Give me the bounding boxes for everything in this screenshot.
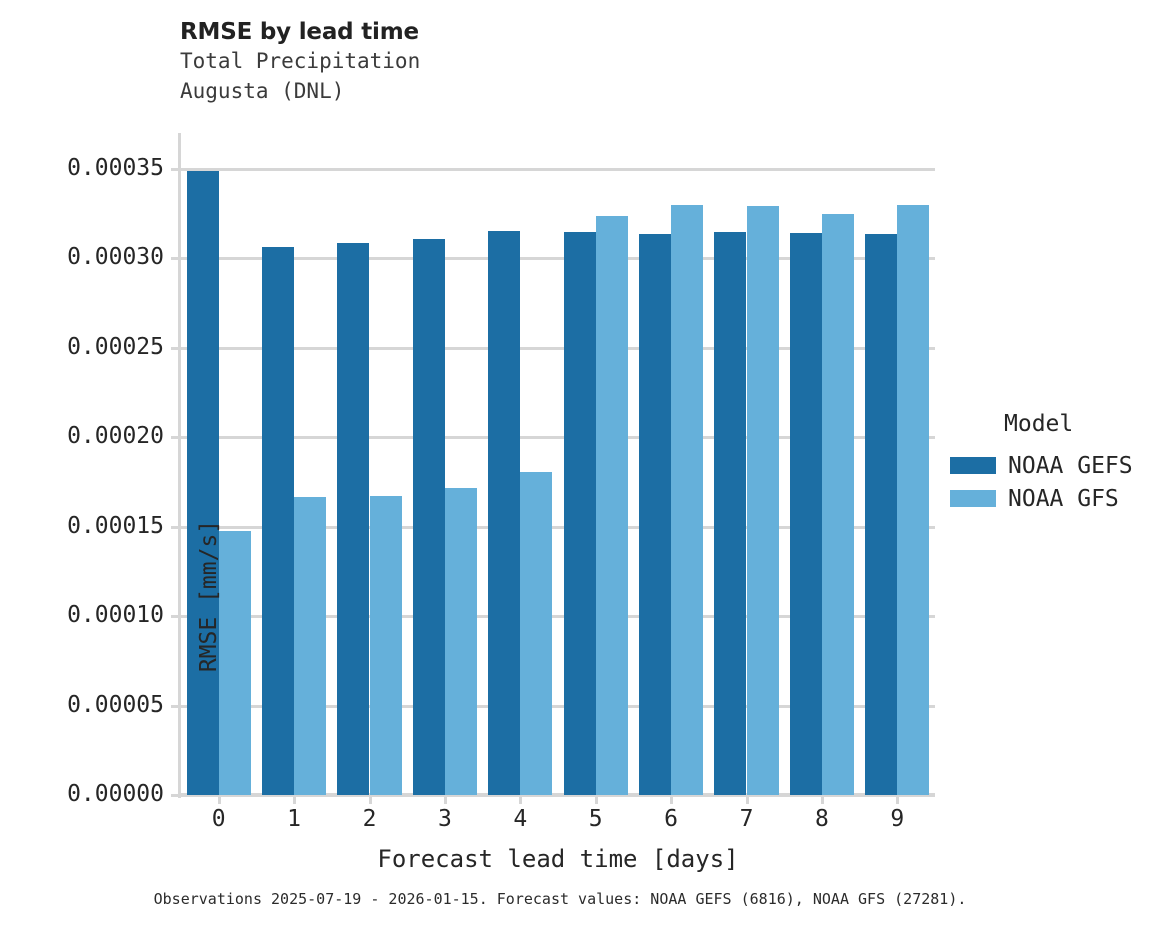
gridline	[181, 346, 935, 350]
legend-item-noaa-gfs[interactable]: NOAA GFS	[950, 482, 1175, 515]
x-axis-tick-mark	[368, 796, 372, 804]
y-axis-tick-mark	[171, 167, 179, 171]
bar-noaa-gfs-lead-4[interactable]	[520, 472, 553, 795]
bar-noaa-gfs-lead-6[interactable]	[671, 204, 704, 795]
x-axis-tick-label: 2	[362, 806, 377, 832]
bar-noaa-gfs-lead-1[interactable]	[294, 497, 327, 795]
x-axis-tick-mark	[293, 796, 297, 804]
legend-swatch-noaa-gefs	[950, 457, 996, 474]
bar-noaa-gfs-lead-7[interactable]	[746, 206, 779, 795]
y-axis-tick-label: 0.00000	[67, 781, 164, 807]
bar-noaa-gefs-lead-8[interactable]	[789, 233, 822, 795]
legend-label-noaa-gfs: NOAA GFS	[1008, 485, 1119, 512]
gridline	[181, 257, 935, 261]
y-axis-title: RMSE [mm/s]	[196, 519, 222, 673]
y-axis-tick-label: 0.00020	[67, 423, 164, 450]
bar-noaa-gfs-lead-3[interactable]	[444, 488, 477, 795]
gridline	[181, 525, 935, 529]
legend-label-noaa-gefs: NOAA GEFS	[1008, 452, 1133, 479]
y-axis-tick-label: 0.00015	[67, 512, 164, 539]
x-axis-tick-label: 5	[588, 806, 603, 832]
x-axis-title: Forecast lead time [days]	[377, 845, 739, 873]
x-axis-tick-mark	[745, 796, 749, 804]
plot-area: RMSE [mm/s]	[181, 133, 935, 797]
bar-noaa-gefs-lead-3[interactable]	[412, 238, 445, 795]
y-axis-spine	[178, 133, 181, 798]
x-axis-tick-mark	[670, 796, 674, 804]
bar-noaa-gefs-lead-2[interactable]	[337, 243, 370, 795]
x-axis-tick-mark	[217, 796, 221, 804]
chart-subtitle-variable: Total Precipitation	[180, 49, 421, 73]
bar-noaa-gfs-lead-5[interactable]	[595, 216, 628, 795]
legend-swatch-noaa-gfs	[950, 490, 996, 507]
y-axis-tick-mark	[171, 704, 179, 708]
x-axis-tick-mark	[820, 796, 824, 804]
x-axis-tick-mark	[519, 796, 523, 804]
y-axis-tick-mark	[171, 346, 179, 350]
bar-noaa-gfs-lead-2[interactable]	[369, 496, 402, 795]
y-axis-tick-mark	[171, 257, 179, 261]
y-axis-tick-mark	[171, 615, 179, 619]
gridline	[181, 436, 935, 440]
y-axis-tick-mark	[171, 525, 179, 529]
legend: Model NOAA GEFS NOAA GFS	[950, 411, 1175, 515]
x-axis-tick-label: 6	[664, 806, 679, 832]
x-axis-tick-label: 1	[287, 806, 302, 832]
gridline	[181, 794, 935, 797]
page-title: RMSE by lead time	[180, 19, 419, 45]
gridline	[181, 167, 935, 171]
bar-noaa-gefs-lead-6[interactable]	[639, 234, 672, 795]
chart-subtitle-location: Augusta (DNL)	[180, 79, 345, 103]
y-axis-tick-label: 0.00035	[67, 154, 164, 181]
x-axis-tick-label: 4	[513, 806, 528, 832]
bar-noaa-gfs-lead-0[interactable]	[218, 530, 251, 795]
x-axis-tick-mark	[443, 796, 447, 804]
y-axis-tick-label: 0.00010	[67, 602, 164, 629]
bar-noaa-gefs-lead-1[interactable]	[262, 246, 295, 795]
y-axis-tick-mark	[171, 794, 179, 797]
title-block: RMSE by lead time Total Precipitation Au…	[180, 18, 940, 106]
gridline	[181, 704, 935, 708]
y-axis-tick-label: 0.00030	[67, 244, 164, 271]
bar-noaa-gefs-lead-5[interactable]	[563, 232, 596, 795]
y-axis-tick-mark	[171, 436, 179, 440]
bar-noaa-gfs-lead-9[interactable]	[897, 204, 930, 795]
bar-noaa-gefs-lead-7[interactable]	[714, 231, 747, 795]
footer-note: Observations 2025-07-19 - 2026-01-15. Fo…	[153, 890, 967, 908]
legend-title: Model	[1004, 411, 1074, 437]
y-axis-tick-label: 0.00025	[67, 333, 164, 360]
x-axis-tick-label: 0	[211, 806, 226, 832]
bar-noaa-gefs-lead-0[interactable]	[186, 170, 219, 795]
x-axis-tick-label: 9	[890, 806, 905, 832]
bar-noaa-gefs-lead-4[interactable]	[488, 230, 521, 795]
bar-noaa-gefs-lead-9[interactable]	[865, 234, 898, 795]
x-axis-tick-mark	[896, 796, 900, 804]
gridline	[181, 615, 935, 619]
bar-noaa-gfs-lead-8[interactable]	[821, 214, 854, 795]
x-axis-tick-label: 7	[739, 806, 754, 832]
y-axis-tick-labels: 0.00000 0.00005 0.00010 0.00015 0.00020 0.000…	[0, 0, 164, 928]
y-axis-tick-label: 0.00005	[67, 691, 164, 718]
legend-item-noaa-gefs[interactable]: NOAA GEFS	[950, 449, 1175, 482]
x-axis-tick-label: 3	[437, 806, 452, 832]
x-axis-tick-label: 8	[814, 806, 829, 832]
plot-inner	[181, 133, 935, 797]
x-axis-tick-mark	[594, 796, 598, 804]
